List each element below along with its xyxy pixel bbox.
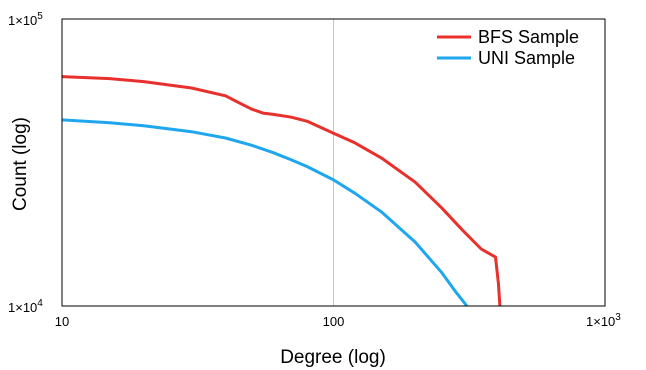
series-line-bfs-sample [62,75,502,306]
x-tick-exponent: 3 [615,312,621,323]
y-tick-label: 1×105 [8,11,43,28]
legend-label: BFS Sample [478,27,579,47]
y-axis-title: Count (log) [10,117,31,211]
series-lines [62,75,502,306]
x-tick-label: 100 [323,314,345,329]
plot-frame [61,18,606,307]
y-tick-exponent: 4 [37,298,43,309]
x-tick-label: 1×103 [586,312,621,329]
series-line-uni-sample [62,118,469,306]
y-tick-label: 1×104 [8,298,43,315]
x-tick-label: 10 [55,314,69,329]
x-axis-title: Degree (log) [280,347,386,368]
axes: 10 100 1×103 1×104 1×105 [8,11,621,329]
legend-label: UNI Sample [478,48,575,68]
y-tick-exponent: 5 [37,11,43,22]
